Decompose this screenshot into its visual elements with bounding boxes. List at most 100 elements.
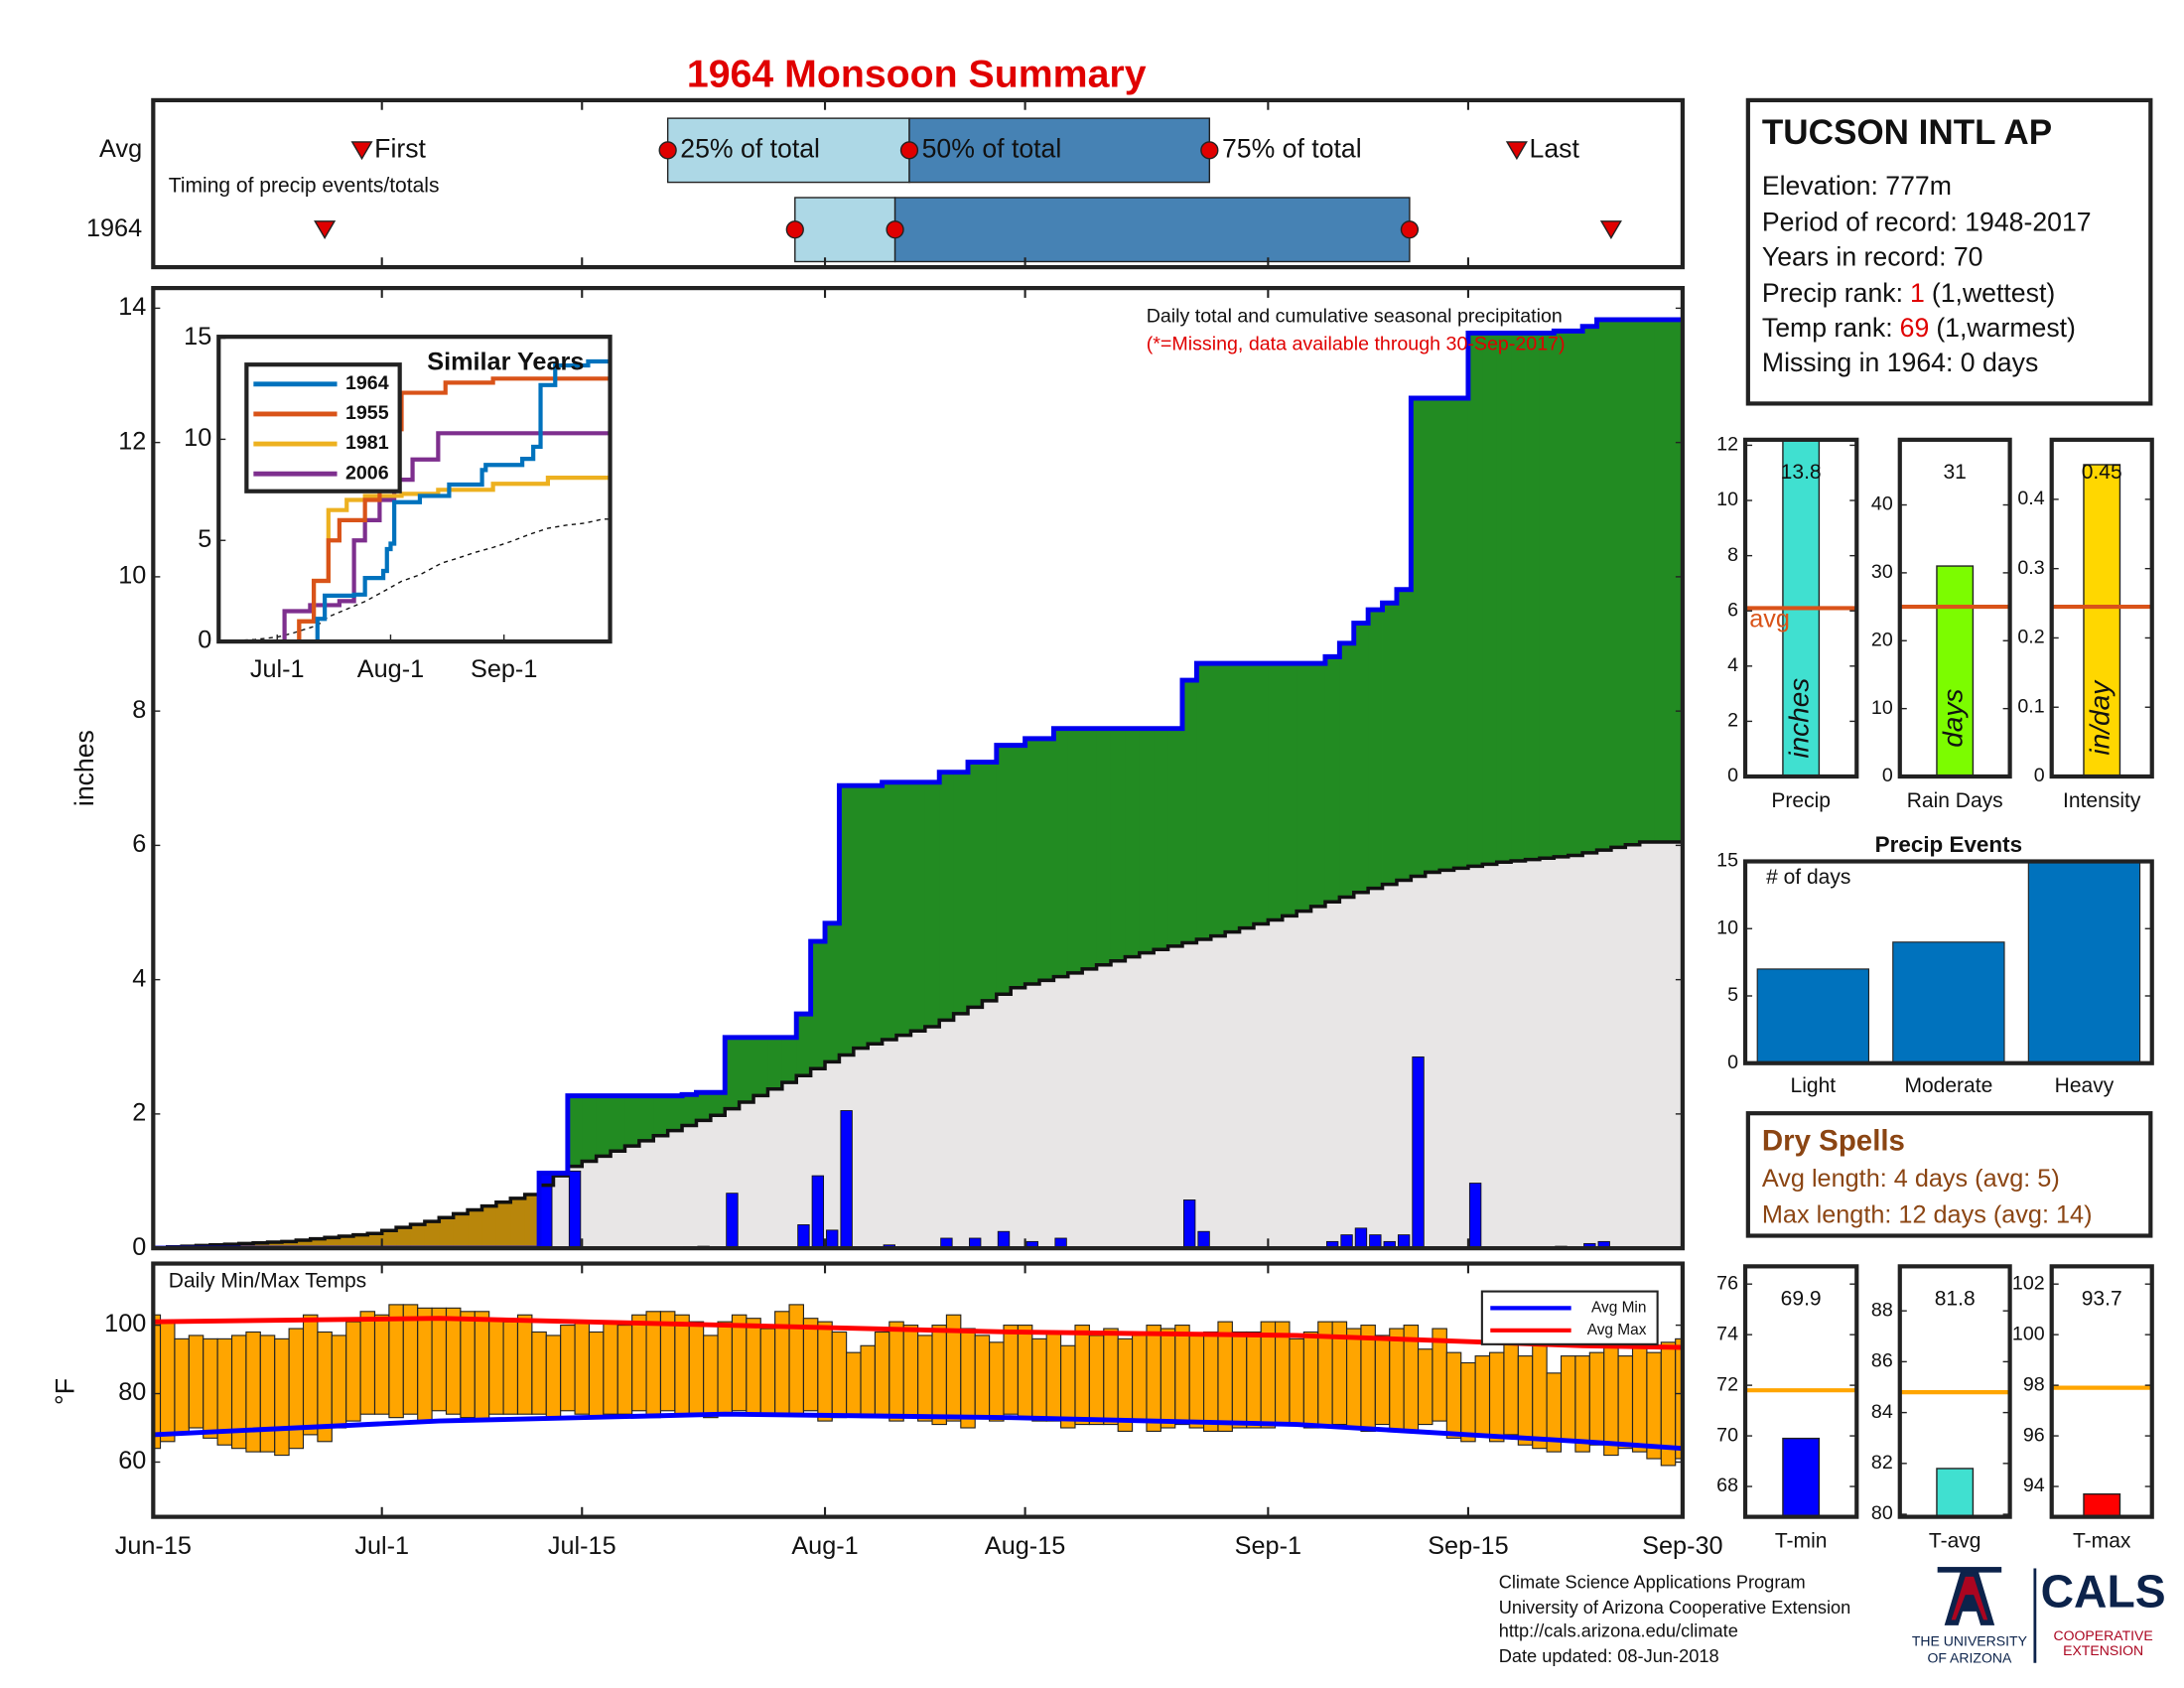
normal-fill bbox=[1511, 860, 1526, 1249]
normal-fill bbox=[1582, 852, 1597, 1249]
temp-range-bar bbox=[1474, 1355, 1491, 1436]
surplus-fill bbox=[853, 785, 869, 1049]
value-label: 13.8 bbox=[1781, 461, 1822, 484]
temp-range-bar bbox=[1374, 1335, 1391, 1426]
temp-range-bar bbox=[1088, 1335, 1105, 1426]
daily-precip-bar bbox=[840, 1110, 853, 1249]
row-label: Avg bbox=[99, 135, 142, 163]
daily-precip-bar bbox=[826, 1229, 839, 1249]
chart-subtitle: Daily total and cumulative seasonal prec… bbox=[1147, 306, 1563, 328]
temp-range-bar bbox=[388, 1304, 404, 1419]
bar bbox=[1756, 968, 1870, 1064]
normal-fill bbox=[853, 1048, 869, 1249]
bar bbox=[1892, 941, 2005, 1064]
daily-precip-bar bbox=[1468, 1183, 1482, 1249]
surplus-fill bbox=[1382, 603, 1398, 885]
series-line bbox=[218, 358, 611, 642]
bar bbox=[2027, 860, 2141, 1064]
y-tick-label: 76 bbox=[1716, 1272, 1738, 1294]
deficit-fill bbox=[468, 1209, 482, 1249]
plot-area bbox=[153, 1304, 1683, 1467]
y-axis-label: inches bbox=[69, 730, 99, 806]
daily-precip-bar bbox=[568, 1170, 582, 1249]
surplus-fill bbox=[1253, 663, 1269, 924]
temp-range-bar bbox=[488, 1318, 504, 1415]
normal-fill bbox=[653, 1135, 669, 1249]
surplus-fill bbox=[1024, 738, 1040, 985]
temp-range-bar bbox=[874, 1331, 890, 1419]
surplus-fill bbox=[1425, 398, 1440, 873]
temp-range-bar bbox=[1517, 1355, 1534, 1446]
x-label: T-avg bbox=[1929, 1529, 1981, 1552]
normal-fill bbox=[1282, 915, 1297, 1249]
temp-range-bar bbox=[616, 1325, 633, 1415]
surplus-fill bbox=[1582, 326, 1597, 853]
footer-line: Climate Science Applications Program bbox=[1499, 1573, 1806, 1593]
y-tick-label: 4 bbox=[132, 964, 146, 992]
normal-fill bbox=[1368, 888, 1383, 1249]
legend-label: 1955 bbox=[345, 402, 389, 424]
normal-fill bbox=[825, 1061, 840, 1249]
temp-range-bar bbox=[1488, 1351, 1505, 1443]
y-tick-label: 4 bbox=[1727, 654, 1738, 676]
cumulative-line bbox=[153, 317, 1683, 1249]
surplus-fill bbox=[953, 772, 969, 1014]
temp-range-bar bbox=[545, 1335, 562, 1419]
temp-range-bar bbox=[731, 1314, 748, 1412]
surplus-fill bbox=[810, 941, 826, 1069]
daily-precip-bar bbox=[1354, 1227, 1368, 1249]
normal-fill bbox=[582, 1161, 598, 1249]
normal-fill bbox=[1654, 842, 1669, 1249]
normal-fill bbox=[1268, 919, 1284, 1249]
y-tick-label: 68 bbox=[1716, 1475, 1738, 1496]
plot-frame bbox=[1742, 1264, 1859, 1519]
plot-frame bbox=[1742, 859, 2154, 1065]
surplus-fill bbox=[1339, 642, 1355, 898]
quartile-box bbox=[908, 117, 1211, 184]
y-tick-label: 72 bbox=[1716, 1373, 1738, 1395]
normal-fill bbox=[1324, 902, 1340, 1249]
normal-fill bbox=[710, 1115, 726, 1249]
temp-range-bar bbox=[259, 1335, 276, 1453]
chart-note: (*=Missing, data available through 30-Se… bbox=[1147, 334, 1566, 355]
daily-precip-bar bbox=[797, 1224, 810, 1249]
temp-range-bar bbox=[1646, 1351, 1662, 1460]
y-tick-label: 86 bbox=[1871, 1350, 1893, 1372]
normal-fill bbox=[1239, 927, 1255, 1249]
normal-fill bbox=[1011, 987, 1026, 1249]
temp-range-bar bbox=[1074, 1325, 1090, 1426]
temp-range-bar bbox=[1160, 1328, 1176, 1429]
temp-range-bar bbox=[359, 1311, 376, 1415]
deficit-fill bbox=[367, 1233, 383, 1249]
normal-fill bbox=[982, 1000, 998, 1249]
legend-label: 1981 bbox=[345, 432, 389, 454]
marker-label: First bbox=[374, 133, 426, 163]
temp-range-bar bbox=[960, 1328, 976, 1429]
surplus-fill bbox=[567, 1095, 583, 1167]
note: (1,warmest) bbox=[1936, 313, 2076, 343]
station-line: Period of record: 1948-2017 bbox=[1762, 208, 2092, 237]
temp-range-bar bbox=[1289, 1337, 1304, 1426]
y-tick-label: 6 bbox=[132, 830, 146, 858]
ua-logo bbox=[1937, 1567, 2002, 1625]
deficit-fill bbox=[267, 1242, 283, 1249]
temp-rank: Temp rank: 69 (1,warmest) bbox=[1762, 313, 2076, 343]
plot-frame bbox=[1897, 1264, 2012, 1519]
avg-label: avg bbox=[1749, 606, 1790, 633]
normal-fill bbox=[1038, 980, 1054, 1249]
deficit-fill bbox=[453, 1213, 469, 1249]
daily-precip-bar bbox=[1182, 1199, 1196, 1249]
daily-precip-bar bbox=[1397, 1234, 1411, 1249]
temp-range-bar bbox=[1445, 1351, 1462, 1439]
temp-range-bar bbox=[345, 1321, 361, 1422]
x-tick-label: Jun-15 bbox=[115, 1532, 192, 1560]
temp-range-bar bbox=[831, 1331, 848, 1419]
normal-fill bbox=[953, 1013, 969, 1249]
y-tick-label: 80 bbox=[118, 1378, 146, 1406]
deficit-fill bbox=[410, 1224, 426, 1249]
surplus-fill bbox=[1053, 728, 1069, 977]
legend-label: Avg Min bbox=[1591, 1299, 1646, 1316]
temp-range-bar bbox=[860, 1344, 876, 1419]
temp-range-bar bbox=[788, 1304, 804, 1415]
temp-range-bar bbox=[759, 1328, 776, 1415]
